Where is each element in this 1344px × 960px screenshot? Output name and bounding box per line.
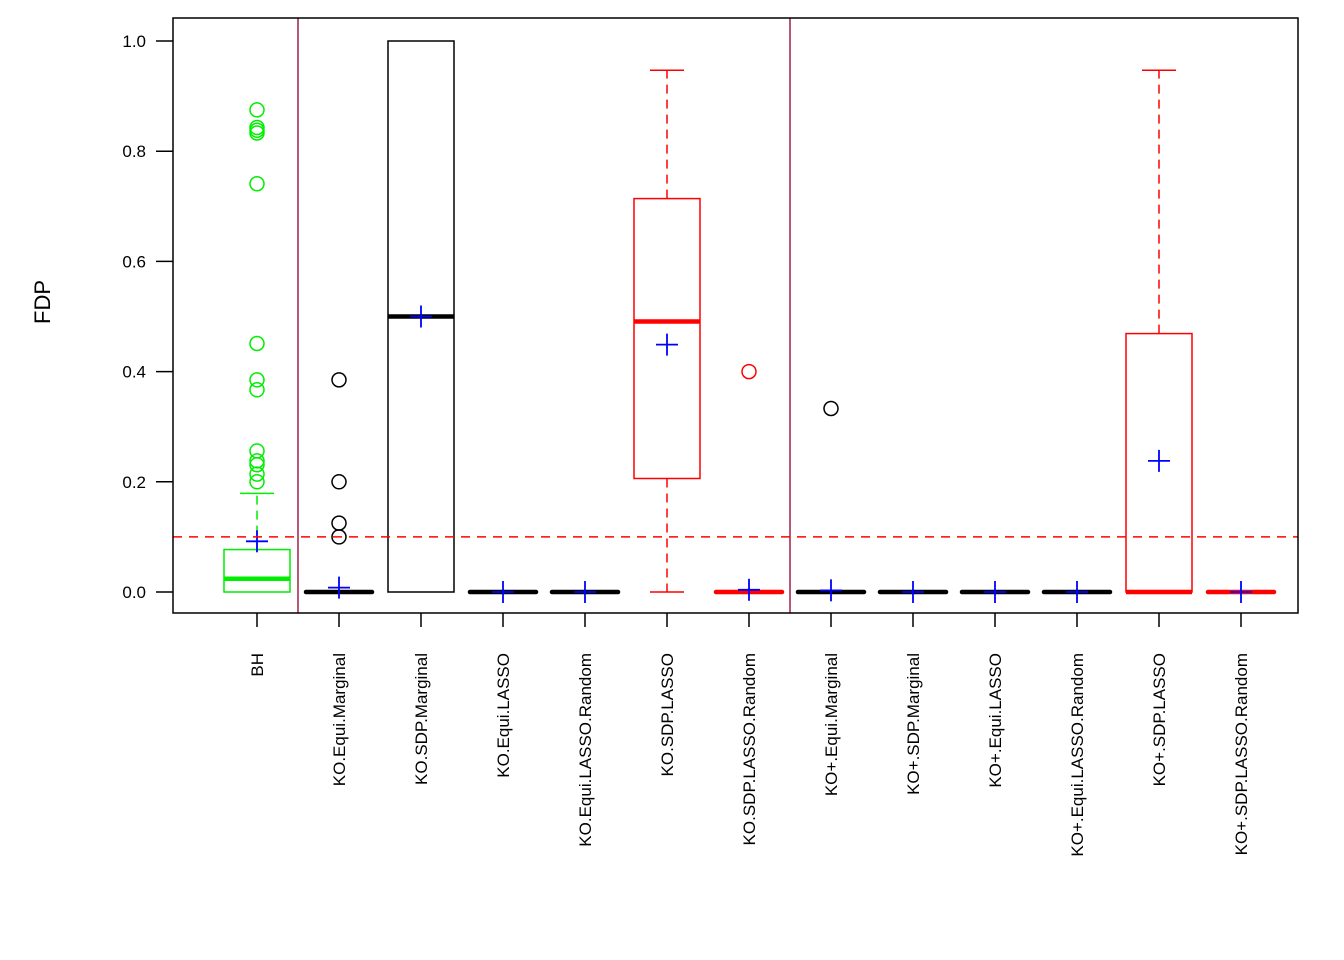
outlier-point [823, 400, 839, 417]
x-tick-label: KO.Equi.LASSO [494, 653, 513, 778]
y-tick-label: 0.0 [122, 583, 146, 602]
outlier-point [249, 372, 265, 388]
box-group-ko-equi-lasso-random [549, 581, 621, 603]
outlier-point [249, 456, 265, 473]
box-group-ko-sdp-marginal [387, 40, 455, 593]
outlier-point [249, 466, 265, 482]
outlier-point [249, 175, 265, 192]
plot-marks [173, 18, 1298, 613]
x-tick-label: KO+.SDP.LASSO [1150, 653, 1169, 786]
x-tick-label: KO+.SDP.Marginal [904, 653, 923, 795]
box-group-bh [223, 102, 291, 593]
outlier-point [249, 382, 265, 398]
y-tick-label: 0.8 [122, 142, 146, 161]
x-tick-label: KO+.Equi.LASSO.Random [1068, 653, 1087, 857]
y-axis-label: FDP [30, 280, 55, 324]
y-tick-label: 0.6 [122, 252, 146, 271]
x-tick-label: KO+.SDP.LASSO.Random [1232, 653, 1251, 855]
outlier-point [249, 453, 265, 469]
outlier-point [249, 474, 265, 490]
box-group-ko-sdp-lasso [633, 69, 701, 593]
box-group-ko-equi-lasso [467, 581, 539, 603]
x-tick-label: KO.Equi.LASSO.Random [576, 653, 595, 847]
outlier-point [741, 363, 757, 380]
outlier-point [249, 335, 265, 352]
box-group-ko-sdp-marginal [877, 581, 949, 603]
x-tick-label: KO+.Equi.LASSO [986, 653, 1005, 788]
box-group-ko-sdp-lasso-random [1205, 581, 1277, 603]
outlier-point [249, 125, 265, 141]
outlier-point [249, 102, 265, 118]
y-tick-label: 1.0 [122, 32, 146, 51]
outlier-point [331, 474, 347, 490]
box-group-ko-equi-marginal [795, 400, 867, 602]
box-group-ko-equi-lasso-random [1041, 581, 1113, 603]
plot-frame [172, 17, 1299, 614]
x-axis: BH KO.Equi.Marginal KO.SDP.Marginal KO.Equi… [248, 613, 1251, 857]
x-tick-label: KO.SDP.LASSO.Random [740, 653, 759, 845]
box-group-ko-equi-marginal [303, 372, 375, 599]
box-group-ko-equi-lasso [959, 581, 1031, 603]
box-iqr [633, 197, 701, 480]
x-tick-label: KO.SDP.Marginal [412, 653, 431, 785]
box-group-ko-sdp-lasso-random [713, 363, 785, 601]
y-axis: 0.0 0.2 0.4 0.6 0.8 1.0 [122, 32, 173, 602]
outlier-point [331, 529, 347, 545]
outlier-point [331, 372, 347, 388]
x-tick-label: KO.SDP.LASSO [658, 653, 677, 776]
y-tick-label: 0.4 [122, 363, 146, 382]
x-tick-label: BH [248, 653, 267, 677]
x-tick-label: KO+.Equi.Marginal [822, 653, 841, 796]
x-tick-label: KO.Equi.Marginal [330, 653, 349, 786]
box-group-ko-sdp-lasso [1125, 69, 1193, 595]
y-tick-label: 0.2 [122, 473, 146, 492]
